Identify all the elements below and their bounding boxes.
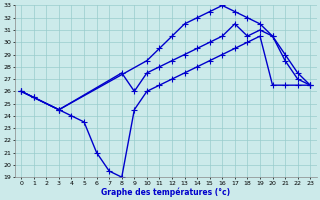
X-axis label: Graphe des températures (°c): Graphe des températures (°c) (101, 187, 230, 197)
